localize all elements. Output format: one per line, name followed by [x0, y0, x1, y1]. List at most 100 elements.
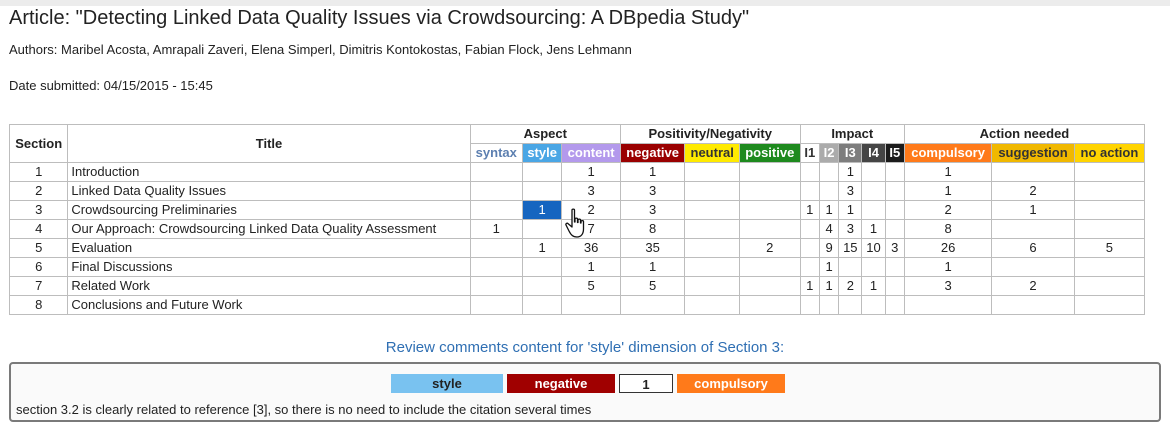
- cell-content[interactable]: 3: [561, 181, 621, 201]
- cell-positive: [738, 200, 801, 220]
- cell-syntax: [469, 200, 523, 220]
- cell-i1: [799, 238, 820, 258]
- cell-neutral: [684, 257, 740, 277]
- cell-i1: [799, 181, 820, 201]
- cell-negative[interactable]: 3: [619, 181, 686, 201]
- subheader-style: style: [521, 143, 563, 163]
- comment-text: section 3.2 is clearly related to refere…: [16, 402, 592, 417]
- hand-pointer-icon: [565, 208, 585, 238]
- table-row: 6 Final Discussions 1 1 1 1: [8, 257, 1146, 277]
- cell-i3: [838, 295, 863, 315]
- cell-negative[interactable]: 35: [619, 238, 686, 258]
- section-number: 6: [8, 257, 69, 277]
- cell-i2[interactable]: 1: [818, 276, 840, 296]
- cell-compulsory[interactable]: 1: [903, 257, 993, 277]
- cell-noaction: [1073, 219, 1146, 239]
- cell-compulsory: [903, 295, 993, 315]
- section-title: Conclusions and Future Work: [67, 295, 471, 315]
- positivity-header: Positivity/Negativity: [619, 124, 801, 144]
- cell-i5[interactable]: 3: [884, 238, 905, 258]
- cell-i4[interactable]: 10: [861, 238, 886, 258]
- cell-positive: [738, 295, 801, 315]
- section-header: Section: [8, 124, 69, 163]
- cell-i4: [861, 162, 886, 182]
- table-row: 1 Introduction 1 1 1 1: [8, 162, 1146, 182]
- cell-noaction: [1073, 295, 1146, 315]
- review-summary-table: Section Title Aspect Positivity/Negativi…: [8, 124, 1146, 315]
- cell-neutral: [684, 276, 740, 296]
- section-title: Final Discussions: [67, 257, 471, 277]
- cell-i4[interactable]: 1: [861, 276, 886, 296]
- cell-i1: [799, 295, 820, 315]
- cell-compulsory[interactable]: 2: [903, 200, 993, 220]
- article-authors: Authors: Maribel Acosta, Amrapali Zaveri…: [9, 42, 632, 57]
- cell-noaction[interactable]: 5: [1073, 238, 1146, 258]
- subheader-i1: I1: [799, 143, 820, 163]
- cell-suggestion[interactable]: 2: [991, 181, 1075, 201]
- cell-compulsory[interactable]: 1: [903, 162, 993, 182]
- cell-i4: [861, 181, 886, 201]
- cell-i2[interactable]: 1: [818, 200, 840, 220]
- cell-neutral: [684, 219, 740, 239]
- cell-syntax: [469, 295, 523, 315]
- cell-negative[interactable]: 3: [619, 200, 686, 220]
- section-number: 8: [8, 295, 69, 315]
- cell-i1: [799, 162, 820, 182]
- cell-i2[interactable]: 9: [818, 238, 840, 258]
- section-number: 5: [8, 238, 69, 258]
- cell-content[interactable]: 36: [561, 238, 621, 258]
- tag-style: style: [391, 374, 503, 393]
- cell-content[interactable]: 5: [561, 276, 621, 296]
- cell-i3[interactable]: 1: [838, 162, 863, 182]
- cell-compulsory[interactable]: 8: [903, 219, 993, 239]
- cell-suggestion[interactable]: 1: [991, 200, 1075, 220]
- cell-compulsory[interactable]: 3: [903, 276, 993, 296]
- cell-neutral: [684, 238, 740, 258]
- cell-i5: [884, 181, 905, 201]
- cell-i2[interactable]: 4: [818, 219, 840, 239]
- cell-positive: [738, 276, 801, 296]
- subheader-suggestion: suggestion: [991, 143, 1075, 163]
- cell-negative[interactable]: 5: [619, 276, 686, 296]
- cell-i5: [884, 162, 905, 182]
- cell-negative[interactable]: 1: [619, 257, 686, 277]
- subheader-i5: I5: [884, 143, 905, 163]
- cell-syntax[interactable]: 1: [469, 219, 523, 239]
- cell-i1[interactable]: 1: [799, 200, 820, 220]
- comment-tags: style negative 1 compulsory: [11, 374, 1159, 394]
- tag-impact: 1: [619, 374, 673, 393]
- action-header: Action needed: [903, 124, 1146, 144]
- cell-suggestion[interactable]: 2: [991, 276, 1075, 296]
- cell-positive[interactable]: 2: [738, 238, 801, 258]
- section-number: 7: [8, 276, 69, 296]
- section-title: Evaluation: [67, 238, 471, 258]
- cell-style[interactable]: 1: [521, 200, 563, 220]
- section-number: 4: [8, 219, 69, 239]
- cell-compulsory[interactable]: 26: [903, 238, 993, 258]
- cell-i2[interactable]: 1: [818, 257, 840, 277]
- cell-i3[interactable]: 15: [838, 238, 863, 258]
- cell-noaction: [1073, 257, 1146, 277]
- cell-suggestion: [991, 295, 1075, 315]
- cell-syntax: [469, 238, 523, 258]
- section-number: 3: [8, 200, 69, 220]
- cell-negative[interactable]: 8: [619, 219, 686, 239]
- cell-negative[interactable]: 1: [619, 162, 686, 182]
- cell-i5: [884, 276, 905, 296]
- cell-i5: [884, 257, 905, 277]
- cell-i4[interactable]: 1: [861, 219, 886, 239]
- cell-style[interactable]: 1: [521, 238, 563, 258]
- cell-i3[interactable]: 1: [838, 200, 863, 220]
- table-body: 1 Introduction 1 1 1 1 2 Linked Data Quality Is…: [8, 162, 1146, 315]
- cell-compulsory[interactable]: 1: [903, 181, 993, 201]
- cell-suggestion[interactable]: 6: [991, 238, 1075, 258]
- cell-i1[interactable]: 1: [799, 276, 820, 296]
- cell-i5: [884, 200, 905, 220]
- top-bar: [0, 0, 1170, 6]
- cell-content[interactable]: 1: [561, 257, 621, 277]
- cell-suggestion: [991, 219, 1075, 239]
- cell-i3[interactable]: 2: [838, 276, 863, 296]
- cell-content[interactable]: 1: [561, 162, 621, 182]
- cell-i3[interactable]: 3: [838, 219, 863, 239]
- cell-i3[interactable]: 3: [838, 181, 863, 201]
